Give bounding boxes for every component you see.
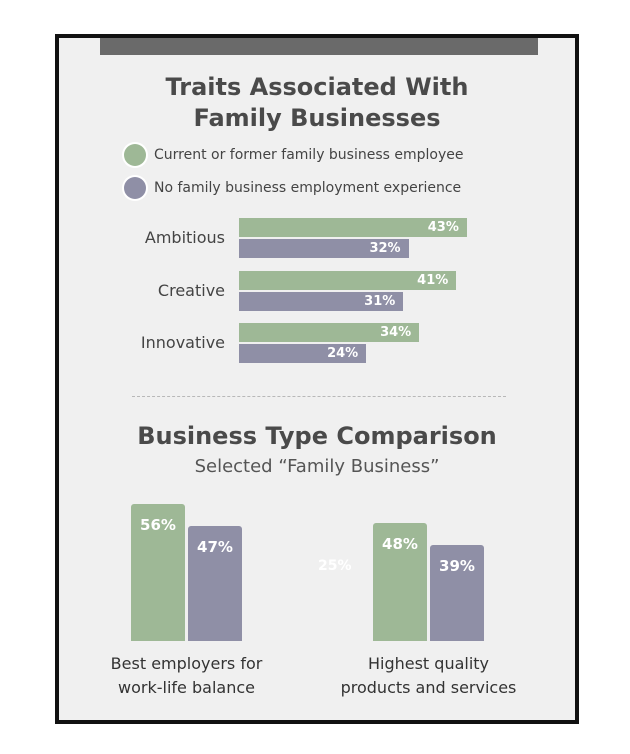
group-label-work-life-balance: Best employers for work-life balance [110, 654, 263, 697]
column-quality-products-green: 48% [373, 523, 427, 641]
bar-value-label: 41% [417, 273, 449, 288]
legend-item-no-experience: No family business employment experience [124, 175, 461, 201]
comparison-chart-title: Business Type Comparison [137, 422, 497, 450]
bar-value-label: 34% [380, 325, 412, 340]
category-label-creative: Creative [157, 281, 225, 300]
bar-value-label: 31% [364, 294, 396, 309]
traits-chart-title: Traits Associated With Family Businesses [165, 73, 469, 132]
bar-value-label: 32% [369, 241, 401, 256]
bar-creative-no-experience: 31% [239, 292, 404, 311]
bar-innovative-family-employee: 34% [239, 323, 420, 342]
top-bar [100, 38, 538, 55]
bar-creative-family-employee: 41% [239, 271, 457, 290]
section-divider [132, 396, 506, 397]
column-value-label: 39% [439, 557, 475, 576]
bar-value-label: 24% [327, 346, 359, 361]
bar-ambitious-no-experience: 32% [239, 239, 409, 258]
column-quality-products-purple: 39% [430, 545, 484, 641]
column-value-label: 56% [140, 515, 176, 534]
column-work-life-balance-purple: 47% [188, 525, 242, 641]
legend-label: No family business employment experience [154, 180, 462, 196]
category-label-innovative: Innovative [140, 333, 225, 352]
category-label-ambitious: Ambitious [144, 228, 225, 247]
legend-label: Current or former family business employ… [154, 147, 464, 163]
legend-swatch-purple [124, 177, 146, 199]
bar-innovative-no-experience: 24% [239, 344, 367, 363]
group-label-quality-products: Highest quality products and services [340, 654, 517, 697]
faint-annotation: 25% [318, 558, 352, 574]
legend-swatch-green [124, 144, 146, 166]
bar-ambitious-family-employee: 43% [239, 218, 467, 237]
bar-value-label: 43% [427, 220, 459, 235]
column-work-life-balance-green: 56% [131, 503, 185, 641]
comparison-chart-subtitle: Selected “Family Business” [194, 456, 440, 477]
column-value-label: 47% [197, 537, 233, 556]
column-value-label: 48% [382, 535, 418, 554]
legend-item-family-employee: Current or former family business employ… [124, 142, 464, 168]
